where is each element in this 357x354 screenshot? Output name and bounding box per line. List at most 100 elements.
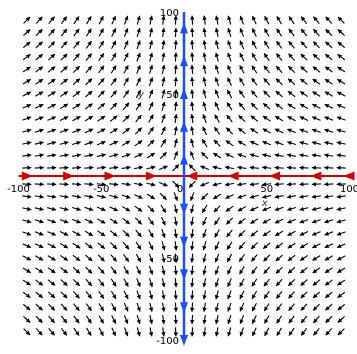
field-arrow [161, 52, 166, 62]
field-arrow [98, 290, 105, 299]
field-arrow [22, 41, 31, 49]
trajectory-arrow-y [180, 55, 188, 67]
field-arrow [22, 219, 32, 224]
field-arrow [239, 302, 245, 312]
field-arrow [173, 253, 178, 263]
field-arrow [264, 327, 270, 337]
field-arrow [214, 302, 220, 312]
field-arrow [59, 218, 69, 224]
field-arrow [237, 182, 247, 187]
field-arrow [337, 328, 345, 336]
field-arrow [190, 253, 195, 263]
field-arrow [148, 253, 154, 263]
field-arrow [190, 302, 195, 313]
field-arrow [274, 206, 284, 212]
field-arrow [84, 206, 94, 212]
field-arrow [325, 315, 333, 324]
field-arrow [238, 127, 246, 135]
field-arrow [200, 182, 210, 187]
field-arrow [35, 16, 43, 24]
field-arrow [249, 140, 259, 146]
field-arrow [288, 65, 296, 73]
field-arrow [313, 16, 320, 24]
field-arrow [148, 77, 154, 87]
field-arrow [35, 53, 44, 61]
field-arrow [239, 15, 244, 25]
field-arrow [109, 182, 119, 187]
field-arrow [300, 291, 308, 299]
field-arrow [239, 290, 245, 300]
field-arrow [202, 52, 207, 62]
field-arrow [47, 78, 56, 85]
field-arrow [238, 229, 246, 237]
field-arrow [325, 303, 333, 311]
field-arrow [136, 15, 141, 25]
field-arrow [325, 41, 333, 49]
field-arrow [73, 28, 80, 37]
field-arrow [227, 266, 232, 275]
field-arrow [190, 290, 195, 300]
field-arrow [336, 140, 346, 146]
field-arrow [34, 194, 45, 199]
field-arrow [299, 254, 309, 262]
trajectory-arrow-x [186, 171, 198, 181]
field-arrow [85, 40, 92, 49]
field-arrow [227, 302, 232, 312]
field-arrow [123, 278, 129, 287]
field-arrow [287, 218, 296, 224]
field-arrow [47, 243, 56, 249]
field-arrow [97, 128, 106, 134]
field-arrow [47, 165, 57, 170]
field-arrow [311, 231, 321, 236]
field-arrow [85, 28, 92, 37]
field-arrow [47, 279, 56, 286]
field-arrow [336, 194, 346, 199]
field-arrow [47, 231, 57, 236]
field-arrow [72, 90, 81, 98]
field-arrow [324, 66, 333, 73]
field-arrow [214, 64, 220, 74]
field-arrow [336, 103, 346, 109]
field-arrow [214, 89, 220, 99]
field-arrow [300, 16, 308, 25]
field-arrow [274, 165, 284, 170]
field-arrow [227, 52, 232, 62]
field-arrow [59, 140, 69, 146]
field-arrow [190, 39, 195, 50]
field-arrow [227, 40, 232, 50]
field-arrow [173, 290, 178, 300]
field-arrow [72, 266, 81, 274]
field-arrow [71, 153, 82, 158]
field-arrow [288, 53, 295, 61]
field-arrow [60, 28, 68, 37]
field-arrow [111, 28, 117, 37]
field-arrow [274, 194, 284, 199]
field-arrow [35, 66, 44, 73]
field-arrow [190, 265, 195, 276]
field-arrow [173, 265, 178, 276]
field-arrow [287, 103, 296, 110]
field-arrow [226, 89, 233, 99]
field-arrow [288, 315, 295, 324]
field-arrow [239, 278, 245, 287]
field-arrow [121, 182, 131, 187]
field-arrow [262, 242, 271, 250]
x-tick-label: -50 [93, 184, 109, 195]
field-arrow [311, 140, 321, 146]
field-arrow [202, 126, 208, 136]
field-arrow [337, 291, 346, 299]
field-arrow [190, 228, 195, 239]
field-arrow [214, 265, 220, 275]
field-arrow [59, 116, 69, 122]
field-arrow [161, 314, 166, 325]
field-arrow [238, 102, 246, 111]
field-arrow [336, 91, 346, 97]
field-arrow [47, 116, 57, 121]
field-arrow [212, 152, 222, 159]
field-arrow [97, 102, 106, 110]
field-arrow [35, 91, 44, 97]
field-arrow [109, 140, 119, 146]
field-arrow [85, 291, 93, 299]
field-arrow [96, 153, 107, 158]
